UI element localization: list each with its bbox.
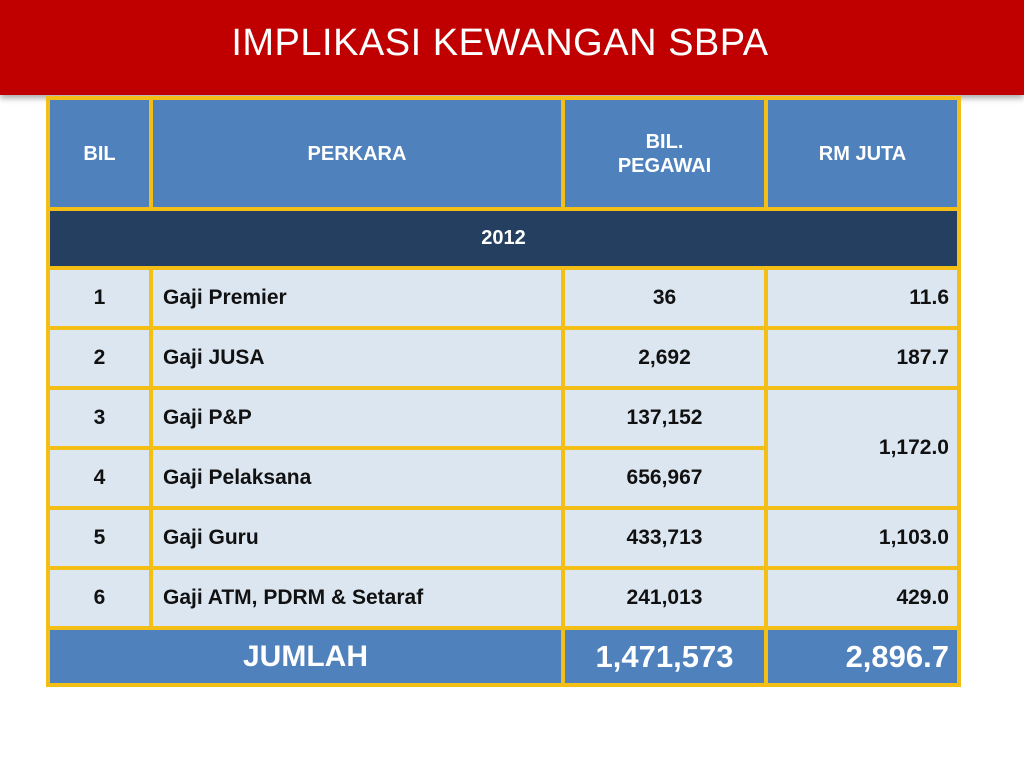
header-perkara: PERKARA	[149, 96, 565, 211]
table-row: 4 Gaji Pelaksana 656,967	[46, 446, 959, 510]
cell-bil: 3	[46, 386, 153, 450]
cell-pegawai: 2,692	[561, 326, 768, 390]
year-label: 2012	[46, 207, 961, 270]
cell-pegawai: 656,967	[561, 446, 768, 510]
total-label: JUMLAH	[46, 626, 565, 687]
header-pegawai-line1: BIL.	[645, 130, 684, 153]
table-row: 3 Gaji P&P 137,152 1,172.0	[46, 386, 961, 510]
header-row: BIL PERKARA BIL. PEGAWAI RM JUTA	[46, 96, 961, 211]
cell-pegawai: 433,713	[561, 506, 768, 570]
table-row: 1 Gaji Premier 36 11.6	[46, 266, 961, 330]
cell-perkara: Gaji ATM, PDRM & Setaraf	[149, 566, 565, 630]
cell-bil: 2	[46, 326, 153, 390]
table-row: 2 Gaji JUSA 2,692 187.7	[46, 326, 961, 390]
header-rm-juta: RM JUTA	[764, 96, 961, 211]
cell-rm: 1,103.0	[764, 506, 961, 570]
cell-bil: 6	[46, 566, 153, 630]
total-rm: 2,896.7	[764, 626, 961, 687]
cell-rm: 187.7	[764, 326, 961, 390]
cell-pegawai: 36	[561, 266, 768, 330]
year-row: 2012	[46, 207, 961, 270]
cell-perkara: Gaji Guru	[149, 506, 565, 570]
table-row: 6 Gaji ATM, PDRM & Setaraf 241,013 429.0	[46, 566, 961, 630]
cell-perkara: Gaji Premier	[149, 266, 565, 330]
header-pegawai: BIL. PEGAWAI	[561, 96, 768, 211]
header-pegawai-line2: PEGAWAI	[617, 154, 712, 177]
cell-rm: 429.0	[764, 566, 961, 630]
cell-pegawai: 137,152	[561, 386, 768, 450]
cell-rm: 11.6	[764, 266, 961, 330]
cell-bil: 1	[46, 266, 153, 330]
table-row: 5 Gaji Guru 433,713 1,103.0	[46, 506, 961, 570]
cell-bil: 4	[46, 446, 153, 510]
cell-perkara: Gaji JUSA	[149, 326, 565, 390]
slide-title: IMPLIKASI KEWANGAN SBPA	[231, 22, 769, 64]
cell-perkara: Gaji P&P	[149, 386, 565, 450]
cell-pegawai: 241,013	[561, 566, 768, 630]
title-bar: IMPLIKASI KEWANGAN SBPA	[0, 0, 1024, 95]
total-row: JUMLAH 1,471,573 2,896.7	[46, 626, 961, 687]
cell-perkara: Gaji Pelaksana	[149, 446, 565, 510]
cell-bil: 5	[46, 506, 153, 570]
financial-implication-table: BIL PERKARA BIL. PEGAWAI RM JUTA 2012 1 …	[46, 96, 961, 687]
total-pegawai: 1,471,573	[561, 626, 768, 687]
cell-rm-merged: 1,172.0	[764, 386, 961, 510]
header-bil: BIL	[46, 96, 153, 211]
